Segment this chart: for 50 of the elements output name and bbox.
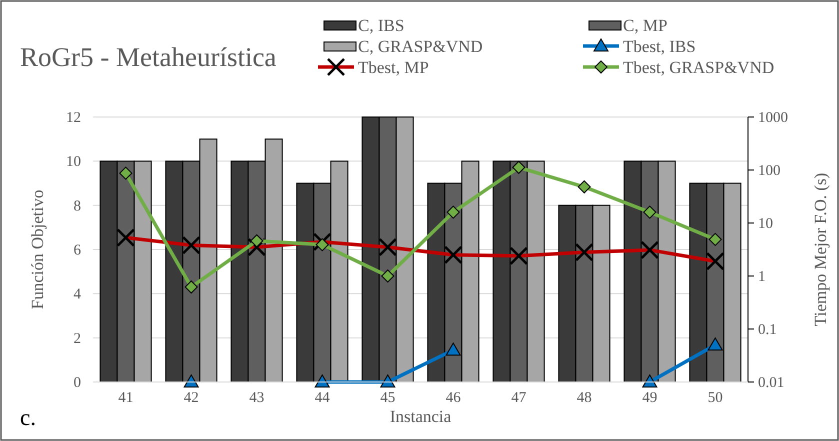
point: [184, 374, 199, 388]
x-tick-label: 49: [642, 390, 658, 406]
legend-label: C, GRASP&VND: [358, 37, 483, 56]
point: [578, 180, 591, 194]
y-tick-label: 12: [66, 110, 81, 126]
x-tick-label: 44: [314, 390, 330, 406]
y2-tick-label: 0.01: [758, 375, 784, 391]
point: [446, 206, 460, 219]
legend-label: Tbest, GRASP&VND: [623, 58, 774, 77]
text: c.: [20, 405, 36, 430]
point: [642, 374, 658, 388]
y2-tick-label: 1000: [758, 110, 788, 126]
y2-tick-label: 100: [758, 163, 780, 179]
x-tick-label: 46: [446, 390, 462, 406]
point: [708, 337, 723, 350]
y-tick-label: 2: [74, 330, 81, 347]
point: [446, 342, 461, 356]
y2-tick-label: 10: [758, 216, 773, 232]
point: [184, 280, 198, 294]
point: [314, 374, 330, 388]
legend-label: Tbest, MP: [358, 58, 429, 77]
y2-tick-label: 0.1: [758, 322, 777, 338]
point: [119, 166, 132, 180]
point: [643, 206, 656, 219]
point: [250, 234, 264, 248]
x-tick-label: 47: [511, 390, 527, 406]
legend-label: Tbest, IBS: [623, 37, 696, 56]
x-axis-title: Instancia: [390, 407, 452, 426]
x-tick-label: 45: [380, 390, 396, 406]
y-tick-label: 10: [66, 154, 81, 170]
y2-axis-title: Tiempo Mejor F.O. (s): [811, 172, 830, 326]
legend-label: C, MP: [623, 16, 668, 35]
chart-title: RoGr5 - Metaheurística: [20, 42, 276, 72]
point: [316, 238, 329, 252]
y-tick-label: 8: [74, 198, 81, 214]
y-axis-title: Función Objetivo: [28, 190, 47, 310]
y2-tick-label: 1: [758, 269, 766, 285]
x-tick-label: 50: [708, 390, 723, 406]
legend-label: C, IBS: [358, 16, 404, 35]
y-tick-label: 6: [74, 242, 82, 258]
point: [708, 232, 722, 246]
point: [381, 270, 394, 282]
x-tick-label: 42: [184, 390, 199, 406]
x-tick-label: 48: [576, 390, 592, 406]
y-tick-label: 4: [74, 286, 82, 303]
x-tick-label: 43: [249, 390, 264, 406]
point: [380, 374, 396, 388]
point: [512, 160, 526, 174]
y-tick-label: 0: [74, 375, 81, 391]
x-tick-label: 41: [118, 390, 134, 406]
